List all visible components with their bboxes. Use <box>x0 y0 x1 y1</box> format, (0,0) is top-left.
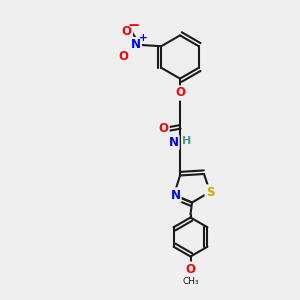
Text: O: O <box>122 25 132 38</box>
Text: O: O <box>185 262 196 276</box>
Text: N: N <box>170 188 181 202</box>
Text: O: O <box>119 50 129 63</box>
Text: O: O <box>175 86 185 100</box>
Text: +: + <box>139 33 147 43</box>
Text: CH₃: CH₃ <box>182 277 199 286</box>
Text: −: − <box>127 18 140 33</box>
Text: N: N <box>131 38 141 51</box>
Text: H: H <box>182 136 191 146</box>
Text: N: N <box>169 136 178 149</box>
Text: O: O <box>158 122 169 135</box>
Text: S: S <box>206 185 214 199</box>
